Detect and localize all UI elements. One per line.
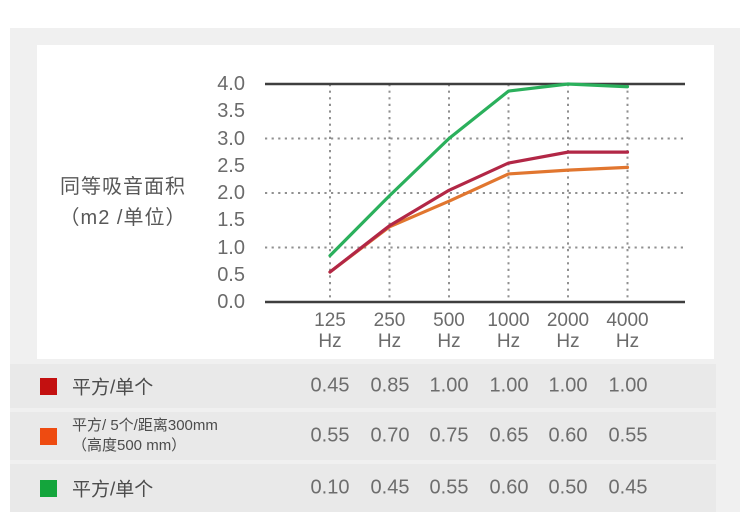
table-value: 0.65: [489, 424, 529, 447]
y-axis-title-line1: 同等吸音面积: [60, 176, 186, 198]
x-tick-unit: Hz: [318, 331, 342, 352]
x-tick-value: 500: [433, 310, 465, 331]
table-value: 1.00: [608, 374, 648, 397]
table-value: 0.85: [370, 374, 410, 397]
y-tick-label: 2.5: [217, 154, 245, 177]
x-tick-unit: Hz: [496, 331, 521, 352]
x-tick-label: 4000 Hz: [596, 310, 660, 352]
x-tick-value: 1000: [487, 310, 530, 331]
x-tick-value: 250: [373, 310, 406, 331]
table-value: 0.55: [310, 424, 350, 447]
x-tick-unit: Hz: [556, 331, 580, 352]
y-tick-label: 2.0: [217, 182, 245, 204]
x-tick-value: 2000: [546, 310, 590, 331]
red-series-swatch: [40, 378, 57, 395]
orange-series-swatch: [40, 428, 57, 445]
legend-row-red: 平方/单个 0.45 0.85 1.00 1.00 1.00 1.00: [10, 364, 716, 408]
legend-label: 平方/ 5个/距离300mm （高度500 mm）: [72, 416, 218, 456]
x-tick-value: 125: [314, 310, 346, 331]
table-value: 0.60: [548, 424, 588, 447]
table-value: 0.60: [489, 476, 529, 499]
y-axis-title-line2: （m2 /单位）: [59, 207, 187, 229]
legend-label: 平方/单个: [72, 377, 154, 399]
green-series-swatch: [40, 480, 57, 497]
x-tick-value: 4000: [606, 310, 649, 331]
x-tick-label: 1000 Hz: [477, 310, 541, 352]
y-tick-label: 3.5: [217, 100, 245, 123]
table-value: 0.70: [370, 424, 410, 447]
table-value: 1.00: [548, 374, 588, 397]
y-tick-label: 0.5: [217, 263, 245, 286]
table-value: 0.45: [370, 476, 410, 499]
x-tick-unit: Hz: [437, 331, 461, 352]
table-value: 0.45: [608, 476, 648, 499]
y-tick-label: 3.0: [217, 127, 245, 150]
y-tick-label: 1.0: [217, 236, 245, 259]
table-value: 0.50: [548, 476, 588, 499]
table-value: 0.45: [310, 374, 350, 397]
legend-row-green: 平方/单个 0.10 0.45 0.55 0.60 0.50 0.45: [10, 464, 716, 512]
x-tick-label: 500 Hz: [417, 310, 481, 352]
table-value: 1.00: [429, 374, 469, 397]
y-tick-label: 0.0: [217, 291, 245, 313]
legend-label-line2: （高度500 mm）: [72, 437, 187, 454]
table-value: 0.10: [310, 476, 350, 499]
x-tick-unit: Hz: [377, 331, 402, 352]
table-value: 1.00: [489, 374, 529, 397]
legend-label: 平方/单个: [72, 479, 154, 501]
y-tick-label: 1.5: [217, 209, 245, 232]
x-tick-label: 2000 Hz: [536, 310, 600, 352]
legend-label-line1: 平方/ 5个/距离300mm: [72, 417, 218, 434]
table-value: 0.55: [608, 424, 648, 447]
x-tick-unit: Hz: [615, 331, 640, 352]
x-tick-label: 250 Hz: [358, 310, 422, 352]
table-value: 0.75: [429, 424, 469, 447]
y-axis-title: 同等吸音面积 （m2 /单位）: [42, 172, 204, 234]
table-value: 0.55: [429, 476, 469, 499]
y-tick-label: 4.0: [217, 73, 245, 95]
x-tick-label: 125 Hz: [298, 310, 362, 352]
legend-row-orange: 平方/ 5个/距离300mm （高度500 mm） 0.55 0.70 0.75…: [10, 412, 716, 460]
